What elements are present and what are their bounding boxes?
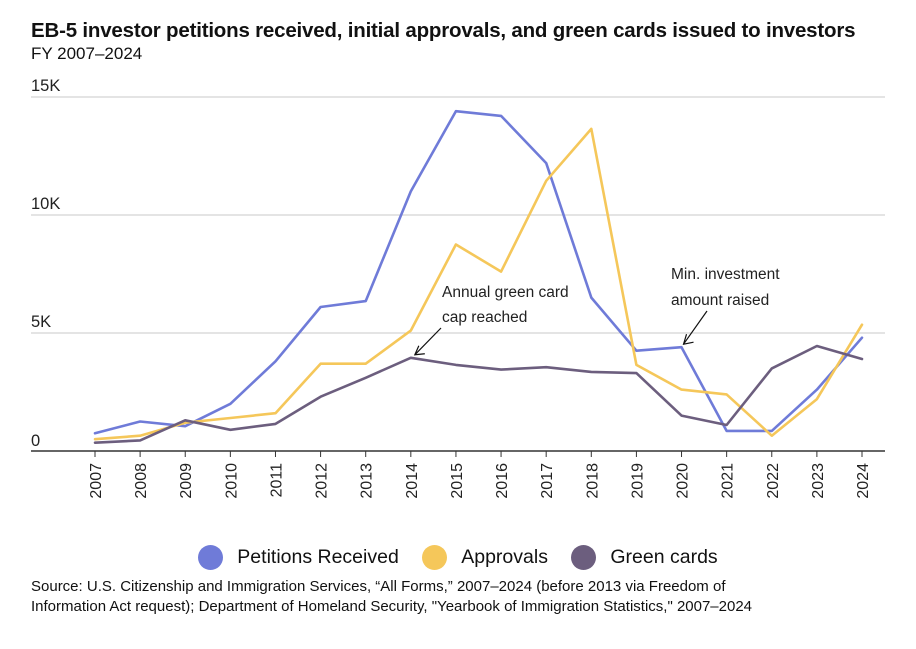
legend-swatch-green-cards [571,545,597,570]
y-tick-label: 0 [31,432,40,450]
x-tick-label: 2012 [314,463,331,499]
x-tick-label: 2021 [720,463,737,499]
x-tick-label: 2009 [178,463,195,499]
y-tick-label: 5K [31,313,51,331]
chart-title: EB-5 investor petitions received, initia… [31,19,856,42]
y-tick-label: 15K [31,77,60,95]
legend-swatch-petitions [198,545,224,570]
legend-label-approvals: Approvals [461,546,548,568]
x-tick-label: 2017 [539,463,556,499]
green-cards-line [93,344,864,445]
x-tick-label: 2016 [494,463,511,499]
x-tick-label: 2019 [629,463,646,499]
annotation-text-investment: amount raised [671,292,769,309]
x-tick-label: 2014 [404,463,421,499]
x-tick-label: 2010 [223,463,240,499]
annotation-text-cap: Annual green card [442,284,569,301]
x-tick-label: 2022 [765,463,782,499]
x-tick-label: 2018 [584,463,601,499]
x-tick-label: 2007 [88,463,105,499]
x-tick-label: 2013 [359,463,376,499]
x-tick-label: 2011 [268,463,285,498]
petitions-received-line [93,109,864,435]
annotation-arrowhead-investment [682,333,694,345]
source-note: Source: U.S. Citizenship and Immigration… [31,577,901,617]
chart-subtitle: FY 2007–2024 [31,44,143,63]
legend-label-green-cards: Green cards [610,546,718,568]
legend-label-petitions: Petitions Received [237,546,399,568]
legend-item-petitions: Petitions Received [198,545,399,570]
annotation-arrow-investment [683,310,708,345]
legend-item-green-cards: Green cards [571,545,718,570]
legend-swatch-approvals [422,545,448,570]
annotation-arrow-cap [414,327,442,356]
annotation-text-investment: Min. investment [671,266,780,283]
x-tick-label: 2024 [855,463,872,499]
annotation-arrowhead-cap [413,345,425,356]
approvals-line [93,127,864,441]
source-line: Information Act request); Department of … [31,598,753,615]
source-line: Source: U.S. Citizenship and Immigration… [31,578,726,595]
y-tick-label: 10K [31,195,60,213]
x-tick-label: 2020 [675,463,692,499]
annotation-text-cap: cap reached [442,309,527,326]
x-tick-label: 2008 [133,463,150,499]
x-tick-label: 2023 [810,463,827,499]
legend-item-approvals: Approvals [422,545,548,570]
legend: Petitions Received Approvals Green cards [0,545,916,576]
x-tick-label: 2015 [449,463,466,499]
